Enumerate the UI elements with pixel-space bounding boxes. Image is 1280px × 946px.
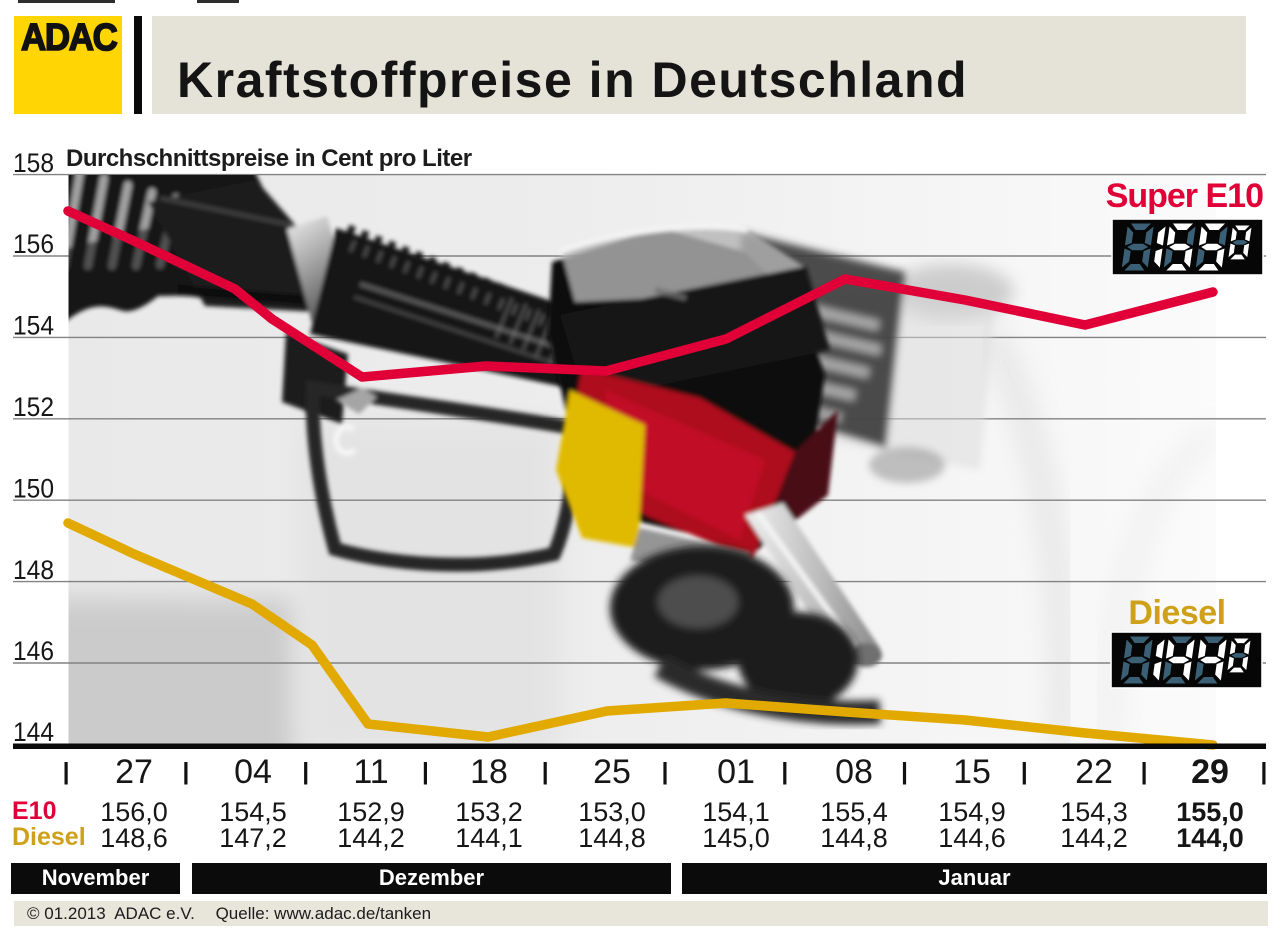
svg-text:154: 154 (13, 311, 54, 341)
svg-text:150: 150 (13, 473, 54, 503)
svg-text:146: 146 (13, 636, 54, 666)
svg-text:156: 156 (13, 229, 54, 259)
svg-text:152: 152 (13, 392, 54, 422)
svg-text:Super E10: Super E10 (1106, 177, 1263, 215)
svg-text:Diesel: Diesel (1128, 594, 1225, 632)
svg-text:144: 144 (13, 717, 54, 747)
svg-text:158: 158 (13, 148, 54, 178)
svg-text:148: 148 (13, 555, 54, 585)
